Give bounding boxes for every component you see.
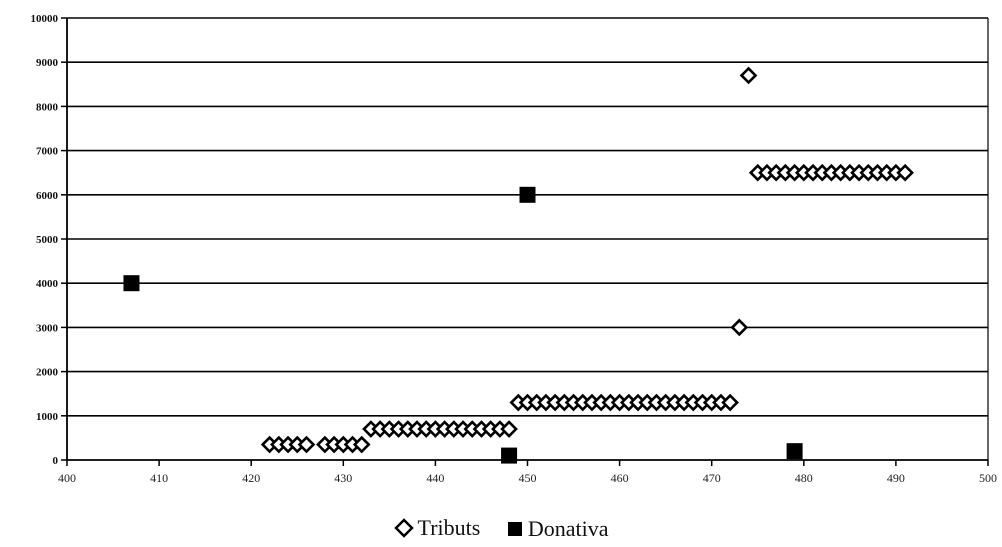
data-points: [123, 66, 914, 464]
y-tick-label: 2000: [36, 367, 59, 379]
x-tick-label: 470: [703, 471, 721, 485]
point-donativa: [123, 275, 140, 292]
y-tick-label: 5000: [36, 234, 59, 246]
x-tick-label: 450: [519, 471, 537, 485]
axes: [61, 17, 989, 466]
x-tick-label: 430: [334, 471, 352, 485]
x-tick-label: 440: [426, 471, 444, 485]
point-tributs: [721, 393, 739, 412]
point-tributs: [500, 420, 518, 438]
x-tick-label: 460: [611, 471, 629, 485]
chart-canvas: 0 1000 2000 3000 4000 5000 6000 7000 8000 9000 100…: [30, 13, 997, 485]
point-tributs: [730, 318, 749, 337]
legend-label-tributs: Tributs: [417, 515, 481, 540]
square-filled-icon: [507, 522, 522, 536]
point-tributs: [297, 435, 316, 454]
x-tick-label: 480: [795, 471, 813, 485]
y-tick-label: 3000: [36, 322, 59, 334]
point-donativa: [519, 186, 536, 203]
x-tick-label: 400: [58, 471, 76, 485]
x-tick-label: 490: [887, 471, 905, 485]
legend: Tributs Donativa: [0, 515, 1002, 544]
legend-item-tributs: Tributs: [393, 515, 481, 541]
y-tick-label: 0: [53, 455, 59, 467]
point-donativa: [786, 443, 803, 460]
point-tributs: [739, 66, 758, 85]
y-tick-label: 10000: [31, 13, 59, 25]
point-tributs: [352, 435, 371, 454]
point-donativa: [501, 447, 518, 464]
x-tick-labels: 400 410 420 430 440 450 460 470 480 490 500: [58, 471, 997, 485]
y-tick-label: 9000: [36, 57, 59, 69]
legend-item-donativa: Donativa: [506, 516, 609, 542]
y-tick-label: 8000: [36, 101, 59, 113]
x-tick-label: 410: [150, 471, 168, 485]
y-tick-labels: 0 1000 2000 3000 4000 5000 6000 7000 8000 9000 100…: [31, 13, 59, 467]
y-tick-label: 4000: [36, 278, 59, 290]
y-tick-label: 7000: [36, 146, 59, 158]
point-tributs: [896, 163, 914, 182]
diamond-open-icon: [393, 518, 414, 538]
legend-label-donativa: Donativa: [527, 516, 609, 541]
y-tick-label: 1000: [36, 411, 59, 423]
y-tick-label: 6000: [36, 190, 59, 202]
x-tick-label: 500: [979, 471, 997, 485]
x-tick-label: 420: [242, 471, 260, 485]
